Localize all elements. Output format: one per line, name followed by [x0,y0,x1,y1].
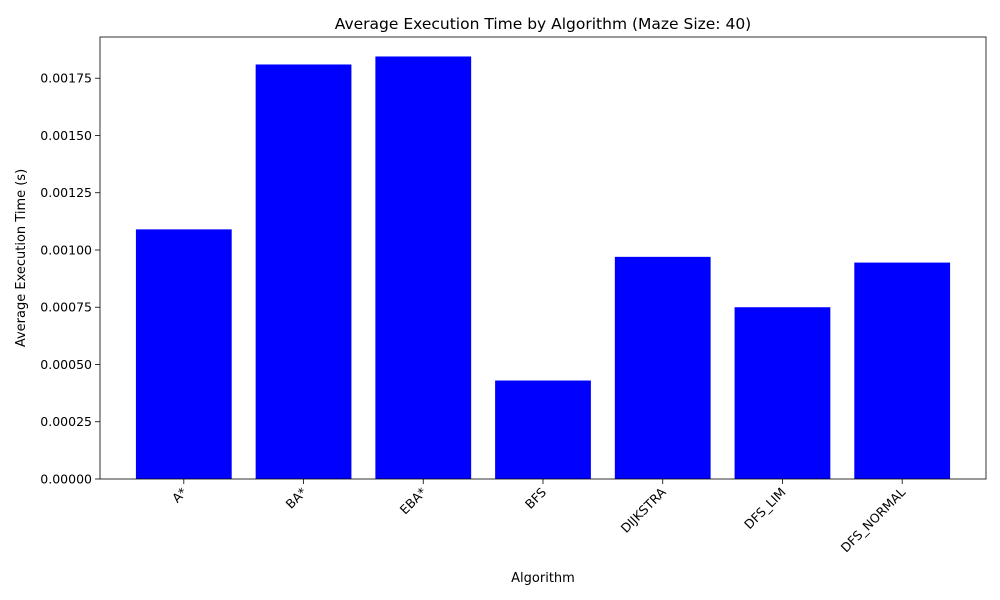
x-tick-label: DFS_LIM [741,485,789,533]
y-tick-label: 0.00000 [40,472,92,487]
bar-dfs-lim [734,307,831,479]
bar-dfs-normal [854,262,951,479]
y-tick-label: 0.00150 [40,128,92,143]
y-tick-label: 0.00100 [40,242,92,257]
x-tick-label: BA* [283,485,310,512]
x-tick-label: BFS [522,484,549,511]
chart-title: Average Execution Time by Algorithm (Maz… [335,15,751,33]
bar-eba [375,56,472,479]
bar-ba [255,64,352,479]
y-tick-label: 0.00050 [40,357,92,372]
bar-a [135,229,232,479]
y-tick-label: 0.00025 [40,414,92,429]
plot-frame [99,36,987,480]
x-tick-label: EBA* [397,485,430,518]
y-tick-label: 0.00175 [40,71,92,86]
bar-dijkstra [614,256,711,479]
x-tick-label: A* [169,485,190,506]
bars-layer [135,56,951,479]
x-tick-label: DFS_NORMAL [838,484,909,555]
y-tick-label: 0.00125 [40,185,92,200]
y-tick-label: 0.00075 [40,300,92,315]
y-axis-title: Average Execution Time (s) [14,169,29,347]
x-tick-label: DIJKSTRA [618,484,670,536]
x-axis-title: Algorithm [511,571,575,586]
bar-bfs [495,380,591,479]
